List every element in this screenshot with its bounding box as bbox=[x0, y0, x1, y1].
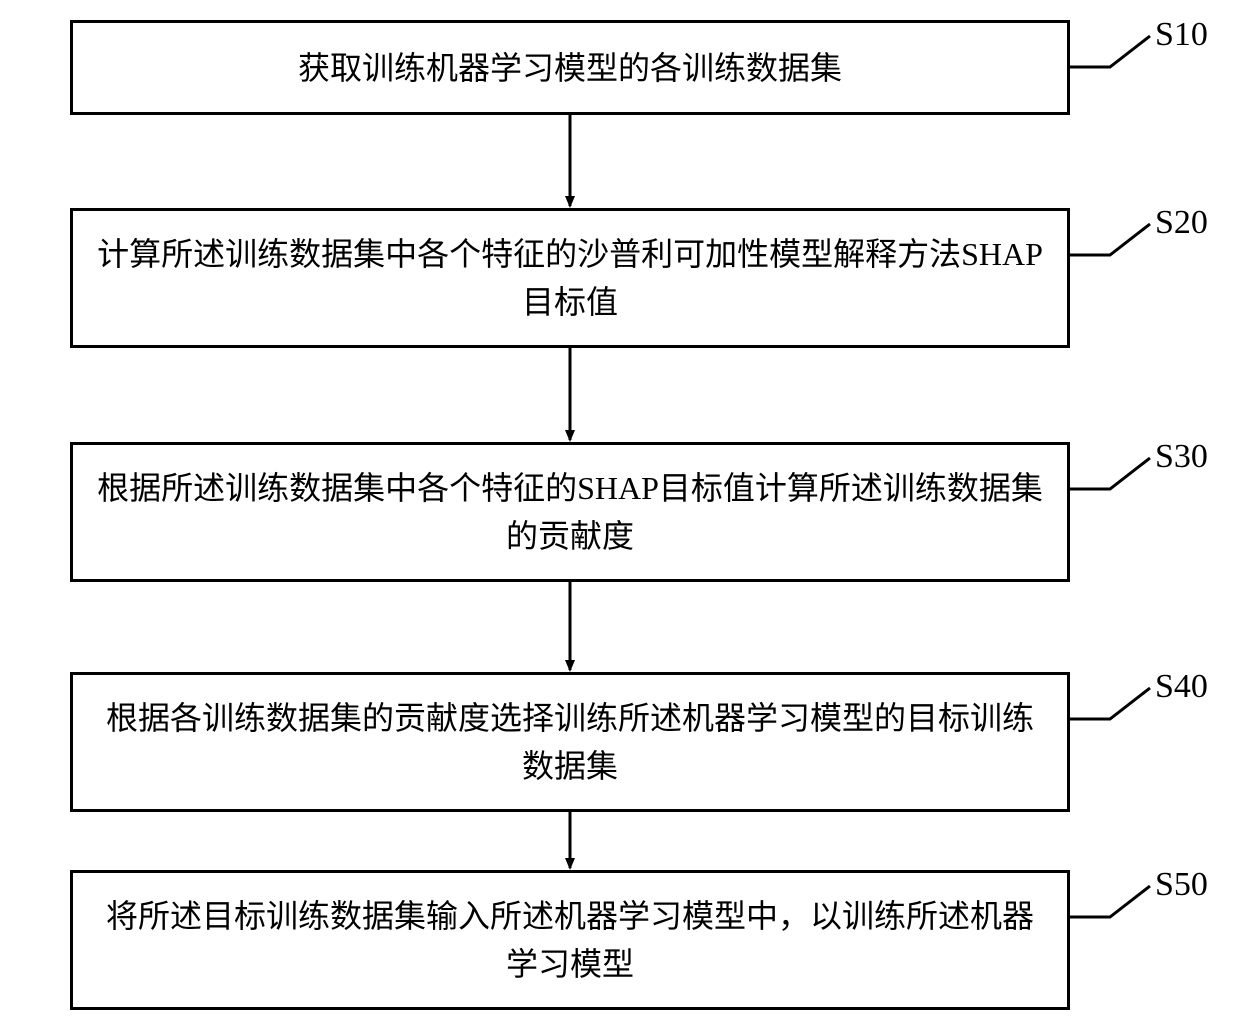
flowchart-canvas: 获取训练机器学习模型的各训练数据集 计算所述训练数据集中各个特征的沙普利可加性模… bbox=[0, 0, 1240, 1019]
connector-s50 bbox=[1070, 886, 1150, 917]
connector-s40 bbox=[1070, 688, 1150, 719]
connector-layer bbox=[0, 0, 1240, 1019]
connector-s20 bbox=[1070, 224, 1150, 255]
connector-s30 bbox=[1070, 458, 1150, 489]
connector-s10 bbox=[1070, 36, 1150, 67]
